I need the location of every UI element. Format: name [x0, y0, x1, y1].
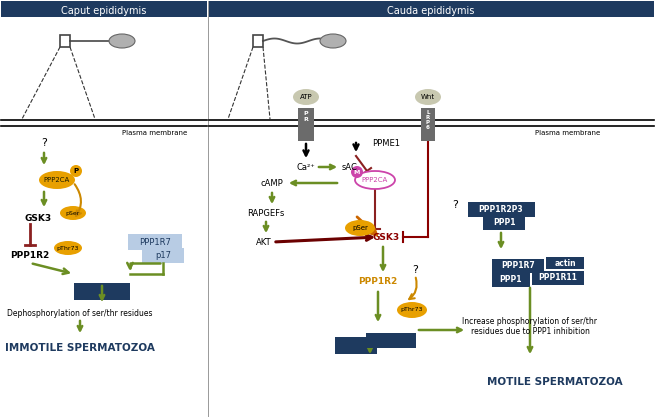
- Text: PPP1: PPP1: [500, 274, 522, 284]
- Bar: [483, 216, 525, 230]
- Text: Wnt: Wnt: [421, 94, 435, 100]
- Ellipse shape: [60, 206, 86, 220]
- Text: Plasma membrane: Plasma membrane: [122, 130, 187, 136]
- Bar: [209, 1, 654, 17]
- Bar: [74, 283, 130, 300]
- Text: PPP2CA: PPP2CA: [362, 177, 388, 183]
- Text: Cauda epididymis: Cauda epididymis: [387, 6, 475, 16]
- Text: Caput epididymis: Caput epididymis: [62, 6, 147, 16]
- Text: GSK3: GSK3: [373, 233, 400, 241]
- Text: ATP: ATP: [300, 94, 312, 100]
- Text: PPP1: PPP1: [493, 218, 515, 226]
- Text: PPP1: PPP1: [342, 323, 370, 333]
- Text: PPP1R2: PPP1R2: [358, 277, 398, 286]
- Ellipse shape: [39, 171, 75, 189]
- Ellipse shape: [54, 241, 82, 255]
- Text: P: P: [73, 168, 79, 174]
- Ellipse shape: [355, 171, 395, 189]
- Text: R: R: [426, 115, 430, 120]
- Text: PPP1R2: PPP1R2: [10, 251, 50, 261]
- Text: Ca²⁺: Ca²⁺: [297, 163, 315, 171]
- Bar: [60, 35, 70, 47]
- Text: actin: actin: [554, 259, 576, 267]
- Ellipse shape: [293, 89, 319, 105]
- Text: IMMOTILE SPERMATOZOA: IMMOTILE SPERMATOZOA: [5, 343, 155, 353]
- Text: PPME1: PPME1: [372, 138, 400, 148]
- Bar: [142, 248, 184, 263]
- Ellipse shape: [70, 165, 82, 177]
- Text: PPP1R2: PPP1R2: [373, 321, 409, 329]
- Ellipse shape: [397, 302, 427, 318]
- Text: cAMP: cAMP: [261, 178, 284, 188]
- Bar: [492, 273, 530, 287]
- Text: M: M: [354, 169, 360, 174]
- Text: GSK3: GSK3: [24, 214, 52, 223]
- Text: p17: p17: [155, 251, 171, 259]
- Text: ?: ?: [412, 265, 418, 275]
- Text: R: R: [303, 116, 309, 121]
- Text: residues due to PPP1 inhibition: residues due to PPP1 inhibition: [470, 327, 590, 336]
- Bar: [468, 202, 535, 217]
- Text: L: L: [426, 110, 430, 115]
- Ellipse shape: [320, 34, 346, 48]
- Bar: [298, 108, 314, 141]
- Bar: [1, 1, 207, 17]
- Ellipse shape: [109, 34, 135, 48]
- Text: ?: ?: [41, 138, 47, 148]
- Text: PPP1R7: PPP1R7: [139, 238, 171, 246]
- Text: pThr73: pThr73: [401, 307, 423, 312]
- Text: PPP1R11: PPP1R11: [538, 272, 578, 281]
- Bar: [492, 259, 544, 273]
- Text: Plasma membrane: Plasma membrane: [535, 130, 601, 136]
- Bar: [253, 35, 263, 47]
- Bar: [532, 271, 584, 285]
- Text: PPP1R2P3: PPP1R2P3: [479, 204, 523, 214]
- Text: MOTILE SPERMATOZOA: MOTILE SPERMATOZOA: [487, 377, 623, 387]
- Text: P: P: [304, 111, 309, 116]
- Text: 6: 6: [426, 125, 430, 130]
- Text: pSer: pSer: [66, 211, 80, 216]
- Bar: [128, 234, 182, 250]
- Text: PPP2CA: PPP2CA: [44, 177, 70, 183]
- Text: Increase phosphorylation of ser/thr: Increase phosphorylation of ser/thr: [462, 317, 597, 327]
- Ellipse shape: [415, 89, 441, 105]
- Text: PPP1R7: PPP1R7: [501, 261, 535, 269]
- Bar: [335, 337, 377, 354]
- Text: PPP1: PPP1: [88, 269, 116, 279]
- Text: ?: ?: [452, 200, 458, 210]
- Ellipse shape: [345, 220, 375, 236]
- Bar: [366, 333, 416, 348]
- Text: Dephosphorylation of ser/thr residues: Dephosphorylation of ser/thr residues: [7, 309, 153, 317]
- Bar: [546, 257, 584, 269]
- Text: pSer: pSer: [352, 225, 368, 231]
- Bar: [421, 108, 435, 141]
- Text: pThr73: pThr73: [57, 246, 79, 251]
- Text: RAPGEFs: RAPGEFs: [248, 208, 285, 218]
- Text: P: P: [426, 120, 430, 125]
- Text: sAC: sAC: [342, 163, 358, 171]
- Text: AKT: AKT: [256, 238, 272, 246]
- Ellipse shape: [351, 166, 363, 178]
